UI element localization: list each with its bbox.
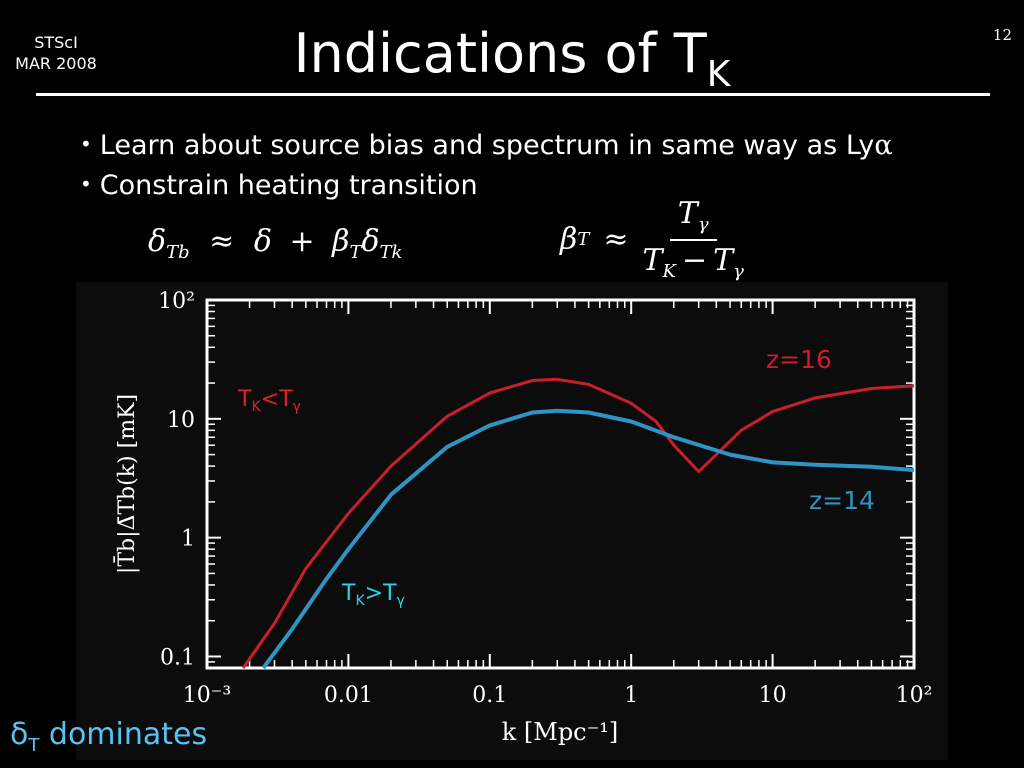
eq2-num: T [677, 196, 698, 231]
ann-op2: > [365, 581, 383, 606]
title-divider [36, 93, 990, 96]
bullet-item: • Learn about source bias and spectrum in… [80, 127, 893, 163]
y-tick-label: 0.1 [160, 645, 195, 670]
eq2-den-a-sub: K [662, 261, 676, 282]
x-tick-label: 1 [624, 683, 638, 708]
eq2-lhs: β [560, 221, 578, 257]
bullet-dot-icon: • [80, 132, 92, 156]
ann-tg2: T [382, 581, 397, 606]
venue-label: STScI MAR 2008 [8, 32, 104, 74]
eq2-den-b-sub: γ [733, 261, 744, 282]
eq2-denominator: TK − Tγ [643, 241, 744, 282]
annotation-tk-gt-tgamma: TK>Tγ [341, 581, 405, 609]
eq2-den-minus: − [681, 243, 708, 278]
chart-panel [76, 282, 948, 760]
ann-tk2: T [341, 581, 356, 606]
ann-tg1: T [278, 387, 293, 412]
y-axis-label: |T̄b|Δ̄Tb(k) [mK] [113, 394, 140, 574]
x-axis-label: k [Mpc⁻¹] [502, 718, 619, 746]
eq1-rhs-b: β [332, 224, 350, 259]
series-line-z14 [261, 408, 915, 670]
eq2-numerator: Tγ [669, 196, 717, 241]
eq1-lhs-sub: Tb [166, 242, 190, 263]
tick-labels: 10⁻³ 0.01 0.1 1 10 10² 0.1 1 10 10² [158, 289, 932, 708]
x-tick-label: 10² [896, 683, 933, 708]
venue-line-1: STScI [34, 33, 78, 52]
eq2-num-sub: γ [697, 214, 709, 235]
x-tick-label: 10 [759, 683, 787, 708]
eq1-plus: + [289, 224, 315, 259]
slide-title-text: Indications of T [293, 22, 707, 85]
plot-frame [205, 298, 916, 670]
y-tick-label: 10 [167, 408, 195, 433]
venue-line-2: MAR 2008 [15, 54, 97, 73]
x-tick-label: 10⁻³ [183, 683, 231, 708]
bullet-item: • Constrain heating transition [80, 167, 478, 203]
ann-tg2-sub: γ [397, 593, 405, 609]
bullet-symbol: α [874, 130, 893, 161]
footer-symbol-sub: T [28, 735, 40, 756]
eq1-rhs-c: δ [361, 224, 380, 259]
eq2-den-b: T [713, 243, 734, 278]
series-layer [241, 377, 915, 670]
series-label-z16: z=16 [766, 345, 832, 374]
slide-title: Indications of TK [0, 22, 1024, 107]
x-tick-label: 0.01 [324, 683, 373, 708]
bullet-text: Constrain heating transition [99, 170, 478, 201]
series-label-z14: z=14 [809, 486, 875, 515]
equation-delta-tb: δTb ≈ δ + βTδTk [148, 224, 402, 263]
y-tick-label: 1 [181, 527, 195, 552]
footer-symbol: δ [10, 717, 29, 752]
ann-tk2-sub: K [355, 593, 365, 609]
eq2-fraction: Tγ TK − Tγ [643, 196, 744, 282]
eq1-lhs: δ [148, 224, 167, 259]
ann-tk1: T [237, 387, 252, 412]
eq2-lhs-sub: T [577, 228, 590, 250]
eq1-rhs-a: δ [253, 224, 272, 259]
footer-note: δT dominates [10, 717, 207, 756]
ann-tg1-sub: γ [293, 399, 301, 415]
eq2-rel: ≈ [603, 221, 629, 257]
y-tick-label: 10² [158, 289, 195, 314]
annotation-tk-lt-tgamma: TK<Tγ [237, 387, 301, 415]
series-line-z16 [241, 377, 915, 669]
eq1-rel: ≈ [209, 224, 235, 259]
eq1-rhs-c-sub: Tk [379, 242, 403, 263]
x-tick-label: 0.1 [472, 683, 507, 708]
slide-title-subscript: K [706, 54, 731, 95]
page-number: 12 [992, 26, 1012, 44]
ann-op1: < [261, 387, 279, 412]
ann-tk1-sub: K [251, 399, 261, 415]
bullet-dot-icon: • [80, 172, 92, 196]
eq1-rhs-b-sub: T [349, 242, 362, 263]
bullet-text: Learn about source bias and spectrum in … [99, 130, 875, 161]
power-spectrum-chart: 10⁻³ 0.01 0.1 1 10 10² 0.1 1 10 10² k [Mpc⁻¹] |T̄… [113, 289, 932, 746]
footer-text: dominates [48, 717, 208, 752]
eq2-den-a: T [642, 243, 663, 278]
